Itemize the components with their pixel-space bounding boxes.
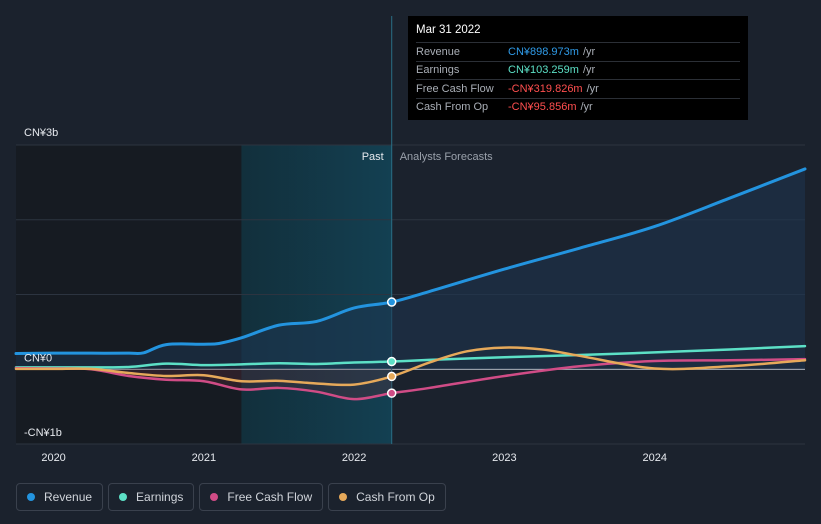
- tooltip-row-free-cash-flow: Free Cash Flow -CN¥319.826m /yr: [416, 79, 740, 98]
- axis-labels: CN¥3b CN¥0 -CN¥1b 2020 2021 2022 2023 2024 Past A…: [24, 127, 667, 464]
- tooltip-value: -CN¥95.856m: [508, 101, 577, 114]
- tooltip-value: CN¥103.259m: [508, 64, 579, 77]
- tooltip-panel: Mar 31 2022 Revenue CN¥898.973m /yr Earn…: [408, 16, 748, 120]
- y-tick-label: CN¥0: [24, 352, 52, 364]
- tooltip-row-cash-from-op: Cash From Op -CN¥95.856m /yr: [416, 97, 740, 117]
- legend-dot-icon: [119, 493, 128, 501]
- forecast-label: Analysts Forecasts: [400, 151, 493, 163]
- tooltip-unit: /yr: [586, 82, 599, 95]
- legend-label: Earnings: [136, 490, 184, 504]
- tooltip-label: Earnings: [416, 64, 460, 77]
- marker-free-cash-flow: [386, 388, 397, 398]
- tooltip-date: Mar 31 2022: [416, 24, 481, 36]
- marker-cash-from-op: [386, 371, 397, 382]
- x-tick-label: 2024: [642, 452, 666, 464]
- legend-dot-icon: [339, 493, 348, 501]
- series-line-earnings: [14, 344, 807, 369]
- tooltip-unit: /yr: [582, 45, 596, 58]
- tooltip-row-revenue: Revenue CN¥898.973m /yr: [416, 42, 740, 61]
- legend-dot-icon: [210, 493, 219, 501]
- y-tick-label: -CN¥1b: [24, 427, 62, 439]
- revenue-fill: [16, 168, 805, 370]
- x-tick-label: 2021: [192, 452, 216, 464]
- y-tick-label: CN¥3b: [24, 127, 58, 139]
- legend-label: Free Cash Flow: [227, 490, 313, 504]
- legend-label: Revenue: [44, 490, 93, 504]
- legend-dot-icon: [27, 493, 35, 501]
- tooltip-value: CN¥898.973m: [508, 45, 579, 58]
- marker-revenue: [386, 297, 397, 307]
- x-tick-label: 2023: [492, 452, 516, 464]
- revenue-area: [16, 168, 805, 400]
- hover-markers: [386, 297, 397, 398]
- tooltip-unit: /yr: [582, 64, 596, 77]
- negative-fill: [16, 368, 392, 400]
- tooltip-value: -CN¥319.826m: [508, 82, 583, 95]
- legend-item-free-cash-flow[interactable]: Free Cash Flow: [199, 483, 324, 511]
- tooltip-label: Free Cash Flow: [416, 82, 494, 95]
- legend-item-cash-from-op[interactable]: Cash From Op: [328, 483, 446, 511]
- past-label: Past: [362, 151, 384, 163]
- tooltip-label: Revenue: [416, 45, 461, 58]
- legend-label: Cash From Op: [356, 490, 435, 504]
- tooltip-unit: /yr: [580, 101, 593, 114]
- legend: Revenue Earnings Free Cash Flow Cash Fro…: [16, 483, 446, 511]
- legend-item-earnings[interactable]: Earnings: [108, 483, 195, 511]
- series-line-cash-from-op: [14, 346, 807, 387]
- tooltip-row-earnings: Earnings CN¥103.259m /yr: [416, 60, 740, 80]
- x-tick-label: 2022: [342, 452, 366, 464]
- marker-earnings: [386, 356, 397, 367]
- x-tick-label: 2020: [41, 452, 65, 464]
- tooltip-label: Cash From Op: [416, 101, 489, 114]
- series-line-revenue: [14, 167, 807, 356]
- series-lines: [14, 167, 807, 401]
- legend-item-revenue[interactable]: Revenue: [16, 483, 104, 511]
